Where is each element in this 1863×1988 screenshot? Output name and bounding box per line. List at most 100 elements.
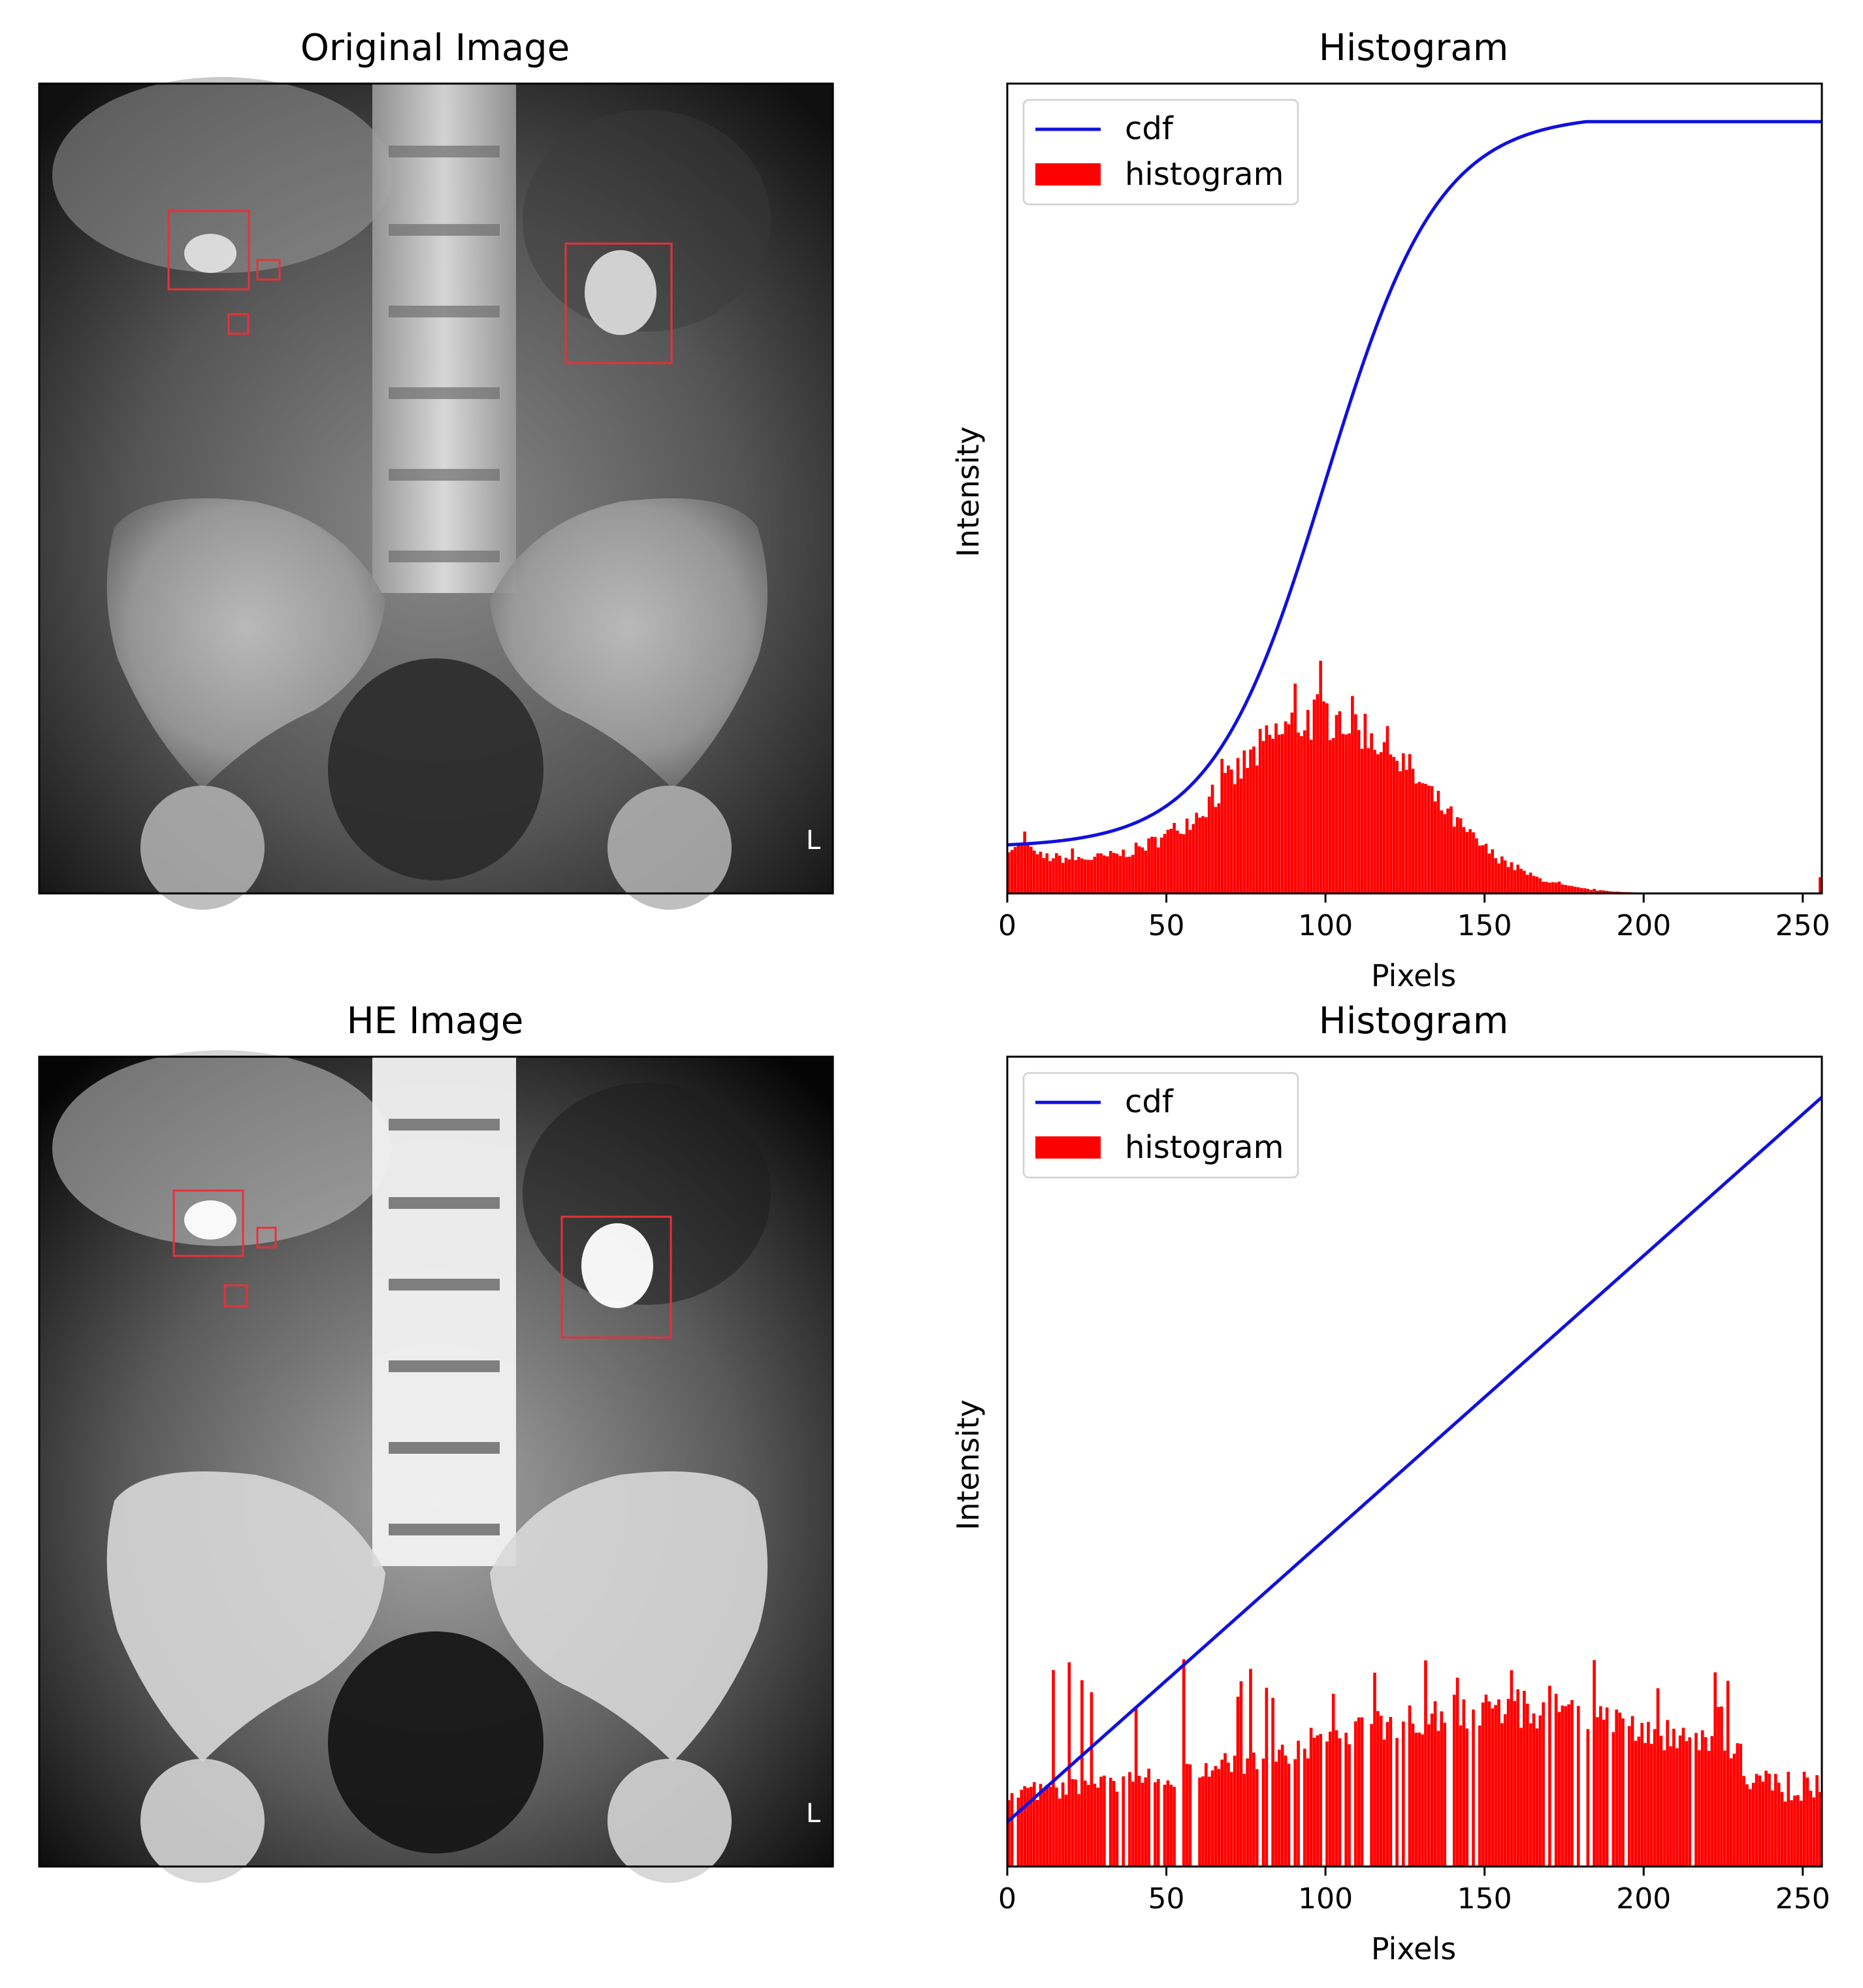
histogram-bar [1806, 1777, 1809, 1867]
right-femoral-head [608, 786, 732, 910]
histogram-bar [1755, 1774, 1758, 1867]
histogram-bar [1704, 1737, 1708, 1867]
histogram-bar [1440, 810, 1444, 893]
x-tick-label: 150 [1457, 909, 1512, 942]
histogram-bar [1353, 714, 1357, 893]
histogram-bar [1745, 1784, 1749, 1867]
histogram-bar [1452, 826, 1456, 893]
histogram-bar [1093, 1784, 1097, 1867]
histogram-bar [1173, 823, 1176, 893]
histogram-bar [1029, 846, 1033, 893]
histogram-bar [1052, 1670, 1055, 1867]
histogram-bar [1659, 1735, 1663, 1867]
histogram-bar [1048, 1786, 1052, 1867]
histogram-bar [1141, 1782, 1144, 1867]
histogram-bar [1029, 1786, 1033, 1867]
histogram-bar [1112, 1781, 1116, 1867]
histogram-bar [1421, 1734, 1424, 1867]
right-iliac-wing [490, 1471, 768, 1762]
original-image-panel: Original Image [38, 27, 834, 910]
histogram-bar [1099, 853, 1103, 893]
histogram-chart-original: Histogram 0 50 100 150 200 250 cdf histogram Pi… [950, 27, 1830, 993]
histogram-bar [1376, 754, 1380, 893]
histogram-bar [1376, 1711, 1380, 1867]
histogram-bar [1185, 818, 1189, 893]
annotation-box [172, 1189, 244, 1257]
histogram-bar [1548, 1686, 1551, 1867]
histogram-bar [1424, 1660, 1427, 1867]
histogram-bar [1035, 1800, 1039, 1867]
histogram-bar [1198, 1777, 1201, 1867]
histogram-bar [1338, 711, 1342, 893]
histogram-bar [1131, 854, 1135, 893]
histogram-bar [1280, 734, 1284, 893]
histogram-bar [1325, 703, 1329, 893]
histogram-bar [1421, 783, 1424, 893]
histogram-bar [1392, 756, 1396, 893]
histogram-bar [1271, 739, 1274, 893]
histogram-bar [1637, 1737, 1641, 1867]
histogram-bar [1450, 806, 1453, 893]
chart-title: Histogram [1319, 27, 1509, 69]
histogram-bar [1058, 856, 1061, 893]
histogram-bar [1513, 1701, 1517, 1867]
histogram-bar [1532, 1713, 1536, 1867]
left-kidney-contrast [581, 1223, 653, 1308]
histogram-bar [1278, 734, 1281, 893]
histogram-bar [1103, 1775, 1106, 1867]
histogram-bar [1265, 1688, 1269, 1867]
histogram-bar [1586, 1729, 1590, 1867]
histogram-bar [1220, 758, 1223, 893]
histogram-bar [1109, 850, 1112, 893]
histogram-bar [1675, 1748, 1679, 1867]
histogram-bar [1459, 1725, 1463, 1867]
original-image-title: Original Image [300, 27, 570, 69]
histogram-bar [1052, 858, 1055, 893]
histogram-bar [1433, 801, 1437, 893]
histogram-bar [1399, 771, 1402, 893]
x-tick-label: 50 [1148, 1882, 1185, 1916]
histogram-bar [1516, 864, 1520, 893]
histogram-bar [1080, 858, 1084, 893]
histogram-bar [1303, 1748, 1306, 1867]
histogram-bar [1395, 1738, 1399, 1867]
histogram-bar [1274, 1761, 1278, 1867]
histogram-bar [1353, 1721, 1357, 1867]
histogram-bar [1252, 1752, 1256, 1867]
histogram-bar [1812, 1797, 1816, 1867]
histogram-bar [1506, 1699, 1510, 1867]
histogram-bar [1007, 1800, 1011, 1867]
histogram-bar [1468, 829, 1472, 893]
histogram-bar [1602, 1720, 1606, 1867]
pelvic-cavity [328, 1631, 543, 1853]
histogram-bar [1249, 1669, 1252, 1867]
histogram-bar [1389, 754, 1393, 893]
histogram-bar [1020, 844, 1024, 893]
histogram-bar [1599, 1706, 1602, 1867]
histogram-bar [1074, 1779, 1077, 1867]
histogram-bar [1239, 1681, 1243, 1867]
histogram-bar [1519, 1727, 1523, 1867]
histogram-bar [1195, 812, 1199, 893]
original-xray-image: L [38, 77, 834, 910]
histogram-bar [1039, 1784, 1043, 1867]
histogram-bar [1576, 887, 1580, 893]
histogram-bar [1055, 853, 1058, 893]
histogram-bar [1669, 1746, 1672, 1867]
histogram-bar [1732, 1754, 1736, 1867]
histogram-bar [1647, 1722, 1650, 1867]
histogram-bar [1166, 829, 1170, 893]
histogram-bar [1067, 859, 1071, 893]
histogram-bar [1484, 1694, 1488, 1867]
histogram-bar [1672, 1729, 1676, 1867]
histogram-bar [1382, 742, 1386, 893]
histogram-bar [1819, 1791, 1822, 1867]
histogram-bar [1182, 834, 1186, 893]
histogram-bar [1077, 1794, 1080, 1867]
histogram-bar [1191, 824, 1195, 893]
histogram-bar [1242, 750, 1246, 893]
histogram-bar [1436, 790, 1440, 893]
histogram-bar [1096, 853, 1100, 893]
histogram-bar [1688, 1737, 1692, 1867]
histogram-bar [1815, 1775, 1819, 1867]
